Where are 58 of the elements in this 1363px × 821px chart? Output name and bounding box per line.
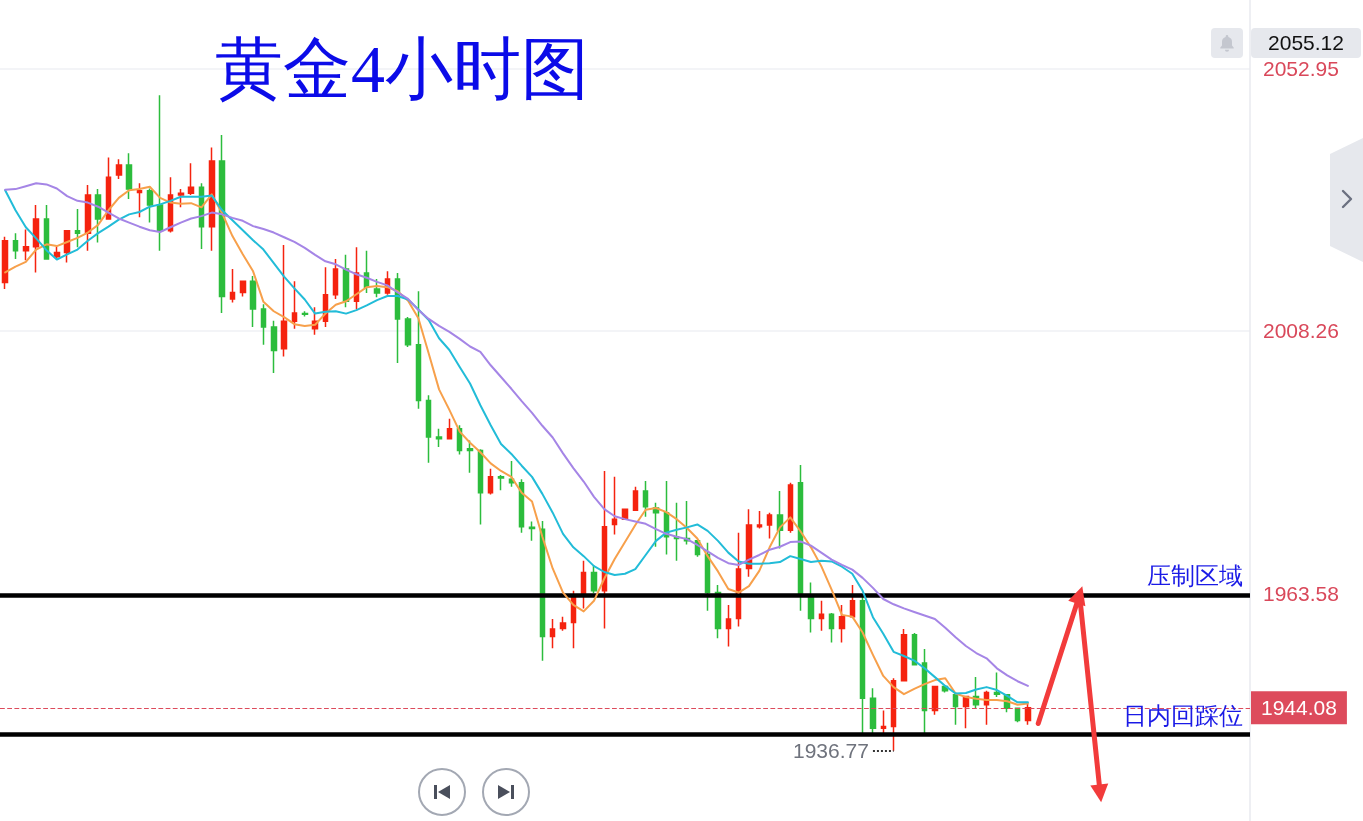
candlestick [766,511,773,540]
candlestick [880,709,887,734]
candlestick [291,280,298,330]
candlestick [611,476,618,536]
candlestick [497,474,505,492]
candlestick [1,235,9,290]
candlestick [332,258,339,300]
candlestick [435,427,443,448]
candlestick [373,278,381,298]
candlestick [487,467,494,496]
candlestick [446,417,453,440]
candlestick [270,319,278,374]
ref-line-label: 1944.08 [1261,696,1337,720]
candlestick [993,671,1001,698]
candlestick [632,486,639,512]
ref-line-label: 压制区域 [1147,562,1243,589]
candlestick [249,275,257,328]
candlestick [229,268,236,304]
y-tick-label: 1963.58 [1263,581,1339,605]
candlestick [425,394,432,464]
candlestick [136,182,143,219]
candlestick [528,520,536,542]
text: 黄金4小时图 [215,31,589,107]
candlestick [177,188,185,209]
candlestick [115,158,123,180]
candlestick [415,290,422,410]
candlestick [239,280,247,298]
candlestick [146,187,154,224]
candlestick [838,604,846,644]
candlestick [74,208,81,248]
price-tag: 2055.12 [1251,28,1361,58]
candlestick [125,152,133,200]
candlestick [280,244,288,358]
candlestick [156,94,164,252]
candlestick [590,564,598,594]
candlestick [931,685,939,716]
candlestick [952,691,959,726]
candlestick [12,232,19,260]
candlestick [869,687,877,734]
y-tick-label: 2052.95 [1263,56,1339,80]
candlestick [725,604,732,648]
ref-line-label: 日内回踩位 [1123,702,1243,729]
annotation: 1936.77 [793,739,869,763]
candlestick [187,162,195,196]
candlestick [466,439,474,474]
candlestick [818,600,825,632]
candlestick [559,615,567,632]
candlestick [22,228,30,261]
candlestick [260,303,267,346]
y-tick-label: 2008.26 [1263,319,1339,343]
candlestick [756,510,763,530]
candlestick [404,316,412,348]
candlestick [549,618,556,650]
candlestick [301,310,309,318]
candlestick [580,560,587,610]
candlestick [673,501,680,562]
candlestick [642,480,649,518]
candlestick [828,612,835,644]
